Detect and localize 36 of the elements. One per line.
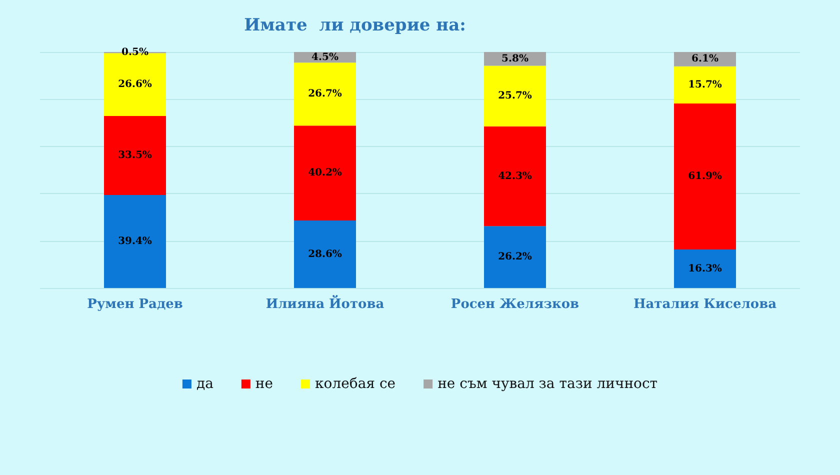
bar [484,226,546,288]
data-label: 5.8% [502,53,529,64]
bar [484,126,546,226]
data-label: 39.4% [118,236,152,248]
legend-label: не съм чувал за тази личност [438,376,658,392]
x-tick-label: Илияна Йотова [266,295,385,312]
bar [104,195,166,288]
x-tick-label: Румен Радев [87,297,183,312]
data-label: 6.1% [692,54,719,65]
data-label: 40.2% [308,168,342,179]
legend-label: не [255,376,274,392]
data-label: 28.6% [308,248,342,260]
data-label: 26.2% [498,252,532,263]
data-label: 26.6% [118,79,152,90]
bar [484,66,546,126]
data-label: 16.3% [688,263,722,274]
data-label: 25.7% [498,90,532,102]
bar [294,220,356,288]
bar [674,250,736,288]
legend-label: колебая се [315,376,396,392]
chart-title: Имате ли доверие на: [244,16,466,36]
bar [674,66,736,104]
data-label: 61.9% [688,170,722,182]
data-label: 15.7% [688,79,722,90]
legend-label: да [196,376,214,392]
data-label: 0.5% [122,47,149,58]
bar [294,126,356,221]
x-tick-label: Росен Желязков [450,297,580,312]
bar [674,103,736,250]
bar [294,62,356,126]
data-label: 33.5% [118,150,152,161]
bar [104,116,166,196]
x-tick-label: Наталия Киселова [633,297,778,312]
data-label: 26.7% [308,88,342,100]
data-label: 42.3% [498,170,532,182]
data-label: 4.5% [312,52,339,63]
